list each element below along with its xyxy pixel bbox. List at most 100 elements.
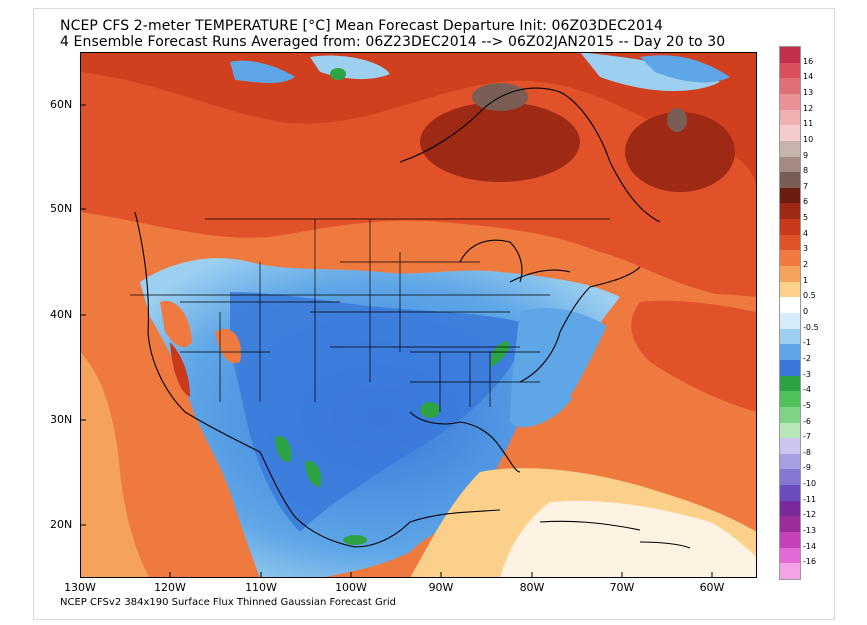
chart-title-line-1: NCEP CFS 2-meter TEMPERATURE [°C] Mean F… (60, 18, 663, 34)
colorbar-swatch (780, 375, 800, 392)
warm-patch-california (170, 342, 190, 397)
colorbar-label: -14 (803, 541, 817, 551)
colorbar-label: -16 (803, 557, 817, 567)
lon-label: 70W (609, 581, 635, 594)
lon-label: 60W (699, 581, 725, 594)
cold-green-arctic (330, 68, 346, 80)
colorbar-label: -13 (803, 526, 817, 536)
strong-warm-labrador (625, 112, 735, 192)
cold-patch-baffin (640, 55, 730, 83)
colorbar-swatch (780, 328, 800, 345)
colorbar-label: 2 (803, 260, 809, 270)
colorbar-swatch (780, 313, 800, 330)
colorbar-swatch (780, 234, 800, 251)
chart-title-line-2: 4 Ensemble Forecast Runs Averaged from: … (60, 34, 726, 50)
warm-region-atlantic-core (631, 300, 757, 412)
colorbar-swatch (780, 219, 800, 236)
colorbar-swatch (780, 203, 800, 220)
warm-patch-great-basin (160, 301, 192, 348)
colorbar-swatch (780, 47, 800, 64)
colorbar-swatch (780, 563, 800, 580)
colorbar-label: 11 (803, 119, 814, 129)
colorbar-label: 0 (803, 307, 809, 316)
colorbar-label: -6 (803, 416, 811, 426)
lon-label: 90W (428, 581, 454, 594)
colorbar-label: 9 (803, 150, 809, 160)
colorbar-label: 5 (803, 213, 809, 223)
colorbar-label: 0.5 (803, 291, 816, 301)
cold-green-mexico-1 (275, 436, 292, 463)
cool-fringe-east (510, 308, 615, 428)
colorbar-swatch (780, 391, 800, 408)
strong-warm-hudson (420, 102, 580, 182)
map-border (80, 52, 757, 578)
lat-label: 50N (50, 202, 73, 215)
lon-label: 80W (519, 581, 545, 594)
colorbar-label: 13 (803, 87, 814, 97)
colorbar-label: 1 (803, 275, 809, 285)
lon-label: 100W (335, 581, 367, 594)
mild-warm-ocean-west (80, 352, 150, 578)
colorbar-label: 3 (803, 244, 809, 254)
colorbar-label: 6 (803, 197, 809, 207)
colorbar-swatch (780, 532, 800, 549)
colorbar-swatch (780, 422, 800, 439)
extreme-warm-labrador-core (667, 108, 687, 132)
colorbar-label: -10 (803, 479, 817, 489)
colorbar-label: 8 (803, 166, 809, 176)
coastlines (134, 87, 691, 549)
colorbar-legend (779, 46, 801, 580)
colorbar-swatch (780, 78, 800, 95)
colorbar-swatch (780, 406, 800, 424)
colorbar-label: -8 (803, 447, 811, 457)
colorbar-swatch (780, 266, 800, 283)
colorbar-swatch (780, 125, 800, 142)
colorbar-swatch (780, 344, 800, 361)
colorbar-label: -12 (803, 510, 817, 520)
cold-patch-arctic-1 (230, 60, 295, 84)
warm-patch-rockies (215, 328, 241, 364)
colorbar-label: 14 (803, 72, 814, 82)
colorbar-swatch (780, 187, 800, 204)
colorbar-swatch (780, 547, 800, 564)
colorbar-label: -5 (803, 400, 811, 410)
colorbar-swatch (780, 156, 800, 173)
colorbar-label: -0.5 (803, 322, 819, 332)
colorbar-swatch (780, 297, 800, 314)
colorbar-swatch (780, 250, 800, 267)
lat-label: 40N (50, 308, 73, 321)
cold-patch-arctic-2 (310, 55, 390, 80)
colorbar-swatch (780, 62, 800, 79)
colorbar-label: -7 (803, 432, 811, 442)
colorbar-swatch (780, 485, 800, 502)
colorbar-swatch (780, 359, 800, 377)
colorbar-swatch (780, 500, 800, 517)
colorbar-label: 12 (803, 103, 814, 113)
colorbar-swatch (780, 453, 800, 470)
colorbar-label: -2 (803, 353, 811, 363)
state-boundaries (130, 218, 610, 412)
footer-caption: NCEP CFSv2 384x190 Surface Flux Thinned … (60, 597, 396, 608)
lon-label: 110W (245, 581, 277, 594)
cold-green-appalachian (490, 341, 510, 367)
cold-green-louisiana (420, 402, 440, 418)
colorbar-swatch (780, 516, 800, 533)
colorbar-swatch (780, 109, 800, 126)
colorbar-swatch (780, 140, 800, 158)
colorbar-label: 4 (803, 228, 809, 238)
colorbar-label: -9 (803, 463, 811, 473)
lat-label: 60N (50, 98, 73, 111)
cold-green-mexico-south (343, 535, 367, 545)
colorbar-label: -11 (803, 494, 817, 504)
neutral-region-caribbean (500, 500, 757, 578)
colorbar-swatch (780, 281, 800, 298)
temperature-anomaly-map (80, 52, 757, 578)
colorbar-label: -1 (803, 338, 811, 348)
colorbar-label: -3 (803, 369, 811, 379)
cold-green-mexico-2 (305, 461, 322, 487)
lon-label: 130W (64, 581, 96, 594)
colorbar-label: 16 (803, 56, 814, 66)
lon-label: 120W (154, 581, 186, 594)
colorbar-label: 10 (803, 134, 814, 144)
colorbar-label: 7 (803, 181, 809, 191)
